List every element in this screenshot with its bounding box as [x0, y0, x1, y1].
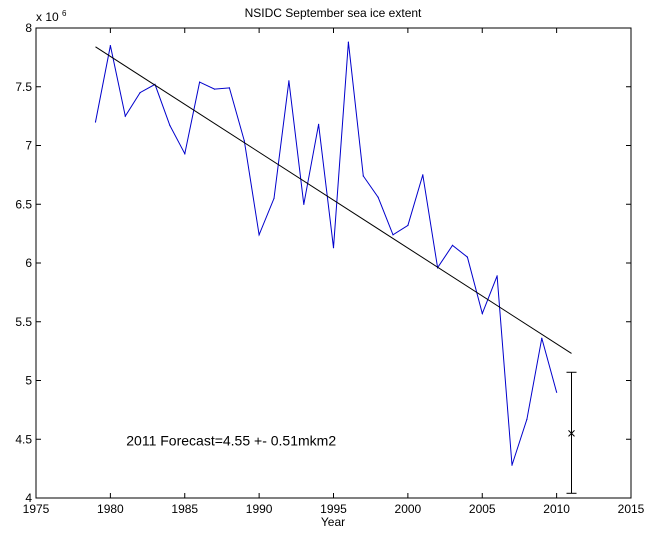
data-point: [377, 196, 379, 198]
chart-title: NSIDC September sea ice extent: [245, 6, 422, 20]
data-point: [422, 174, 424, 176]
data-point: [184, 153, 186, 155]
x-tick-label: 2000: [395, 502, 422, 516]
data-point: [94, 121, 97, 123]
x-tick-label: 2005: [469, 502, 496, 516]
forecast-annotation: 2011 Forecast=4.55 +- 0.51mkm2: [126, 432, 336, 448]
forecast-marker: [568, 430, 575, 437]
x-axis-label: Year: [321, 515, 345, 529]
data-point: [332, 247, 335, 249]
y-tick-label: 7: [25, 139, 32, 153]
y-multiplier-label: x 10 6: [36, 9, 67, 24]
data-point: [139, 92, 141, 94]
y-tick-label: 4.5: [15, 432, 32, 446]
series-layer: [94, 41, 577, 494]
data-point: [109, 45, 111, 47]
data-point: [318, 123, 320, 125]
data-point: [258, 234, 260, 236]
x-tick-label: 1975: [23, 502, 50, 516]
svg-text:x 10 6: x 10 6: [36, 9, 67, 24]
y-tick-label: 4: [25, 491, 32, 505]
y-tick-label: 6: [25, 256, 32, 270]
y-multiplier-exponent: 6: [62, 9, 67, 18]
x-tick-label: 2010: [543, 502, 570, 516]
y-multiplier-text: x 10: [36, 10, 59, 24]
data-point: [407, 224, 409, 226]
data-point: [347, 41, 349, 43]
x-tick-label: 1985: [171, 502, 198, 516]
data-point: [124, 115, 126, 117]
y-tick-label: 5: [25, 374, 32, 388]
data-point: [273, 197, 275, 199]
y-tick-label: 8: [25, 21, 32, 35]
x-tick-label: 2015: [618, 502, 645, 516]
data-point: [213, 88, 216, 90]
data-point: [541, 337, 543, 339]
y-tick-label: 7.5: [15, 80, 32, 94]
plot-area: [35, 27, 632, 499]
y-axis-ticks: 4 4.5 5 5.5 6 6.5 7 7.5 8: [15, 21, 631, 505]
data-point: [511, 464, 513, 466]
data-point: [169, 124, 171, 127]
x-tick-label: 1980: [97, 502, 124, 516]
series-line: [95, 42, 558, 466]
data-point: [199, 81, 201, 83]
data-point: [556, 391, 558, 393]
data-point: [288, 80, 290, 82]
data-point: [243, 140, 245, 142]
data-point: [466, 256, 468, 258]
x-tick-label: 1995: [320, 502, 347, 516]
x-axis-ticks: 1975 1980 1985 1990 1995 2000 2005 2010 2015: [23, 28, 645, 516]
data-point: [228, 87, 230, 89]
data-point: [481, 312, 483, 315]
y-tick-label: 5.5: [15, 315, 32, 329]
trend-line: [95, 46, 572, 354]
data-point: [496, 275, 498, 277]
data-point: [526, 418, 528, 420]
data-point: [451, 244, 454, 246]
data-point: [392, 234, 394, 236]
y-tick-label: 6.5: [15, 197, 32, 211]
data-point: [362, 175, 364, 177]
data-point: [303, 203, 305, 205]
plot-frame: [35, 27, 632, 499]
x-tick-label: 1990: [246, 502, 273, 516]
